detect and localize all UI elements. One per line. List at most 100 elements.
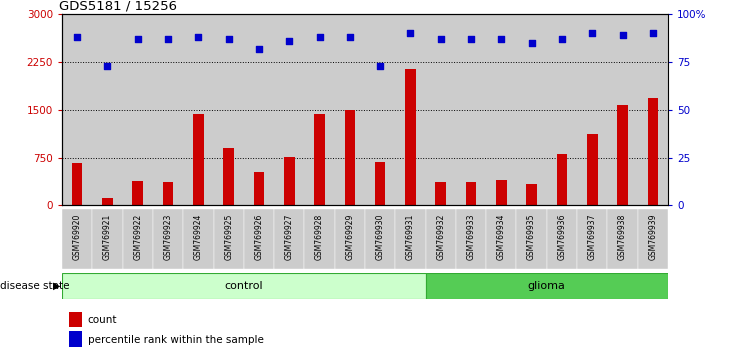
Point [374, 63, 386, 69]
Bar [638, 209, 668, 269]
Point [132, 36, 144, 42]
Text: GSM769936: GSM769936 [558, 214, 566, 260]
Bar [163, 182, 174, 205]
Point [526, 40, 537, 46]
Point [253, 46, 265, 51]
Text: GSM769934: GSM769934 [497, 214, 506, 260]
Bar [426, 273, 668, 299]
Text: GSM769938: GSM769938 [618, 214, 627, 260]
Bar [253, 172, 264, 205]
Bar [496, 181, 507, 205]
Bar [456, 209, 486, 269]
Bar [526, 184, 537, 205]
Bar [456, 14, 486, 205]
Text: glioma: glioma [528, 281, 566, 291]
Text: count: count [88, 315, 117, 325]
Text: disease state: disease state [0, 281, 69, 291]
Bar [193, 114, 204, 205]
Point [435, 36, 447, 42]
Bar [396, 209, 426, 269]
Point [72, 34, 83, 40]
Bar [335, 209, 365, 269]
Point [344, 34, 356, 40]
Point [162, 36, 174, 42]
Bar [547, 209, 577, 269]
Bar [62, 14, 93, 205]
Bar [244, 14, 274, 205]
Bar [486, 14, 517, 205]
Bar [607, 14, 638, 205]
Bar [426, 209, 456, 269]
Bar [345, 110, 356, 205]
Bar [62, 273, 426, 299]
Bar [214, 14, 244, 205]
Point [101, 63, 113, 69]
Text: GSM769924: GSM769924 [194, 214, 203, 260]
Point [193, 34, 204, 40]
Text: GSM769926: GSM769926 [255, 214, 264, 260]
Text: GSM769928: GSM769928 [315, 214, 324, 260]
Text: GSM769922: GSM769922 [134, 214, 142, 260]
Point [223, 36, 234, 42]
Bar [304, 14, 335, 205]
Bar [102, 198, 113, 205]
Bar [123, 209, 153, 269]
Bar [365, 209, 396, 269]
Bar [486, 209, 517, 269]
Text: GDS5181 / 15256: GDS5181 / 15256 [59, 0, 177, 13]
Text: GSM769933: GSM769933 [466, 214, 475, 260]
Bar [547, 14, 577, 205]
Bar [183, 209, 214, 269]
Bar [153, 14, 183, 205]
Text: GSM769920: GSM769920 [73, 214, 82, 260]
Bar [93, 14, 123, 205]
Bar [405, 69, 416, 205]
Bar [556, 154, 567, 205]
Text: GSM769937: GSM769937 [588, 214, 596, 260]
Bar [123, 14, 153, 205]
Point [314, 34, 326, 40]
Point [283, 38, 295, 44]
Bar [607, 209, 638, 269]
Bar [517, 14, 547, 205]
Point [465, 36, 477, 42]
Bar [274, 209, 304, 269]
Bar [274, 14, 304, 205]
Bar [648, 98, 658, 205]
Text: ▶: ▶ [53, 281, 60, 291]
Bar [223, 148, 234, 205]
Bar [93, 209, 123, 269]
Text: percentile rank within the sample: percentile rank within the sample [88, 335, 264, 345]
Text: GSM769931: GSM769931 [406, 214, 415, 260]
Text: GSM769921: GSM769921 [103, 214, 112, 260]
Bar [335, 14, 365, 205]
Bar [517, 209, 547, 269]
Bar [617, 105, 628, 205]
Bar [577, 209, 607, 269]
Bar [72, 163, 82, 205]
Text: GSM769932: GSM769932 [437, 214, 445, 260]
Bar [426, 14, 456, 205]
Point [556, 36, 568, 42]
Text: GSM769930: GSM769930 [376, 214, 385, 260]
Text: GSM769925: GSM769925 [224, 214, 233, 260]
Bar [183, 14, 214, 205]
Bar [435, 182, 446, 205]
Text: control: control [225, 281, 263, 291]
Bar [132, 181, 143, 205]
Point [647, 30, 658, 36]
Point [617, 32, 629, 38]
Bar [214, 209, 244, 269]
Text: GSM769935: GSM769935 [527, 214, 536, 260]
Bar [396, 14, 426, 205]
Bar [638, 14, 668, 205]
Point [496, 36, 507, 42]
Bar [62, 209, 93, 269]
Text: GSM769929: GSM769929 [345, 214, 354, 260]
Bar [304, 209, 335, 269]
Bar [153, 209, 183, 269]
Bar [577, 14, 607, 205]
Bar [244, 209, 274, 269]
Bar [284, 157, 295, 205]
Bar [365, 14, 396, 205]
